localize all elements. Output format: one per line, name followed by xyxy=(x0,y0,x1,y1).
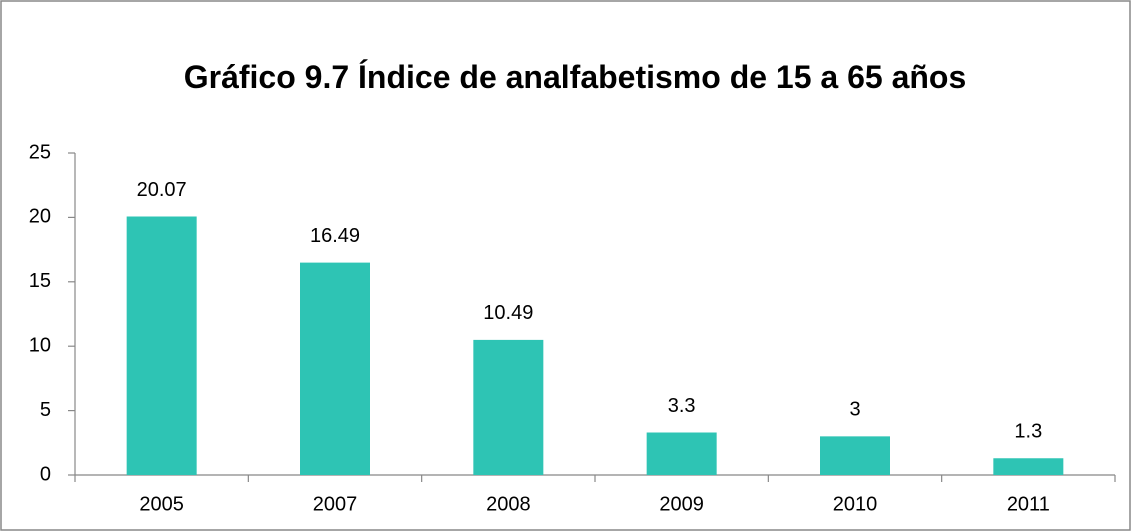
y-tick-label: 25 xyxy=(29,141,51,163)
x-tick-label: 2009 xyxy=(659,493,704,515)
x-tick-label: 2010 xyxy=(833,493,878,515)
x-tick-label: 2007 xyxy=(313,493,358,515)
value-label: 16.49 xyxy=(310,225,360,247)
y-tick-label: 10 xyxy=(29,334,51,356)
value-label: 10.49 xyxy=(483,302,533,324)
y-tick-label: 5 xyxy=(40,399,51,421)
bar xyxy=(473,339,544,475)
y-tick-label: 20 xyxy=(29,206,51,228)
x-tick-label: 2011 xyxy=(1007,493,1050,515)
value-label: 20.07 xyxy=(137,179,187,201)
y-tick-label: 15 xyxy=(29,270,51,292)
bar xyxy=(126,216,197,475)
bar xyxy=(646,432,717,475)
x-tick-label: 2008 xyxy=(486,493,531,515)
value-label: 1.3 xyxy=(1014,421,1042,443)
value-label: 3.3 xyxy=(668,395,696,417)
x-tick-label: 2005 xyxy=(139,493,184,515)
bar xyxy=(300,262,370,475)
chart-title: Gráfico 9.7 Índice de analfabetismo de 1… xyxy=(183,59,967,95)
y-tick-label: 0 xyxy=(40,463,51,485)
value-label: 3 xyxy=(849,399,860,421)
bar xyxy=(993,458,1064,475)
bar xyxy=(820,436,890,475)
